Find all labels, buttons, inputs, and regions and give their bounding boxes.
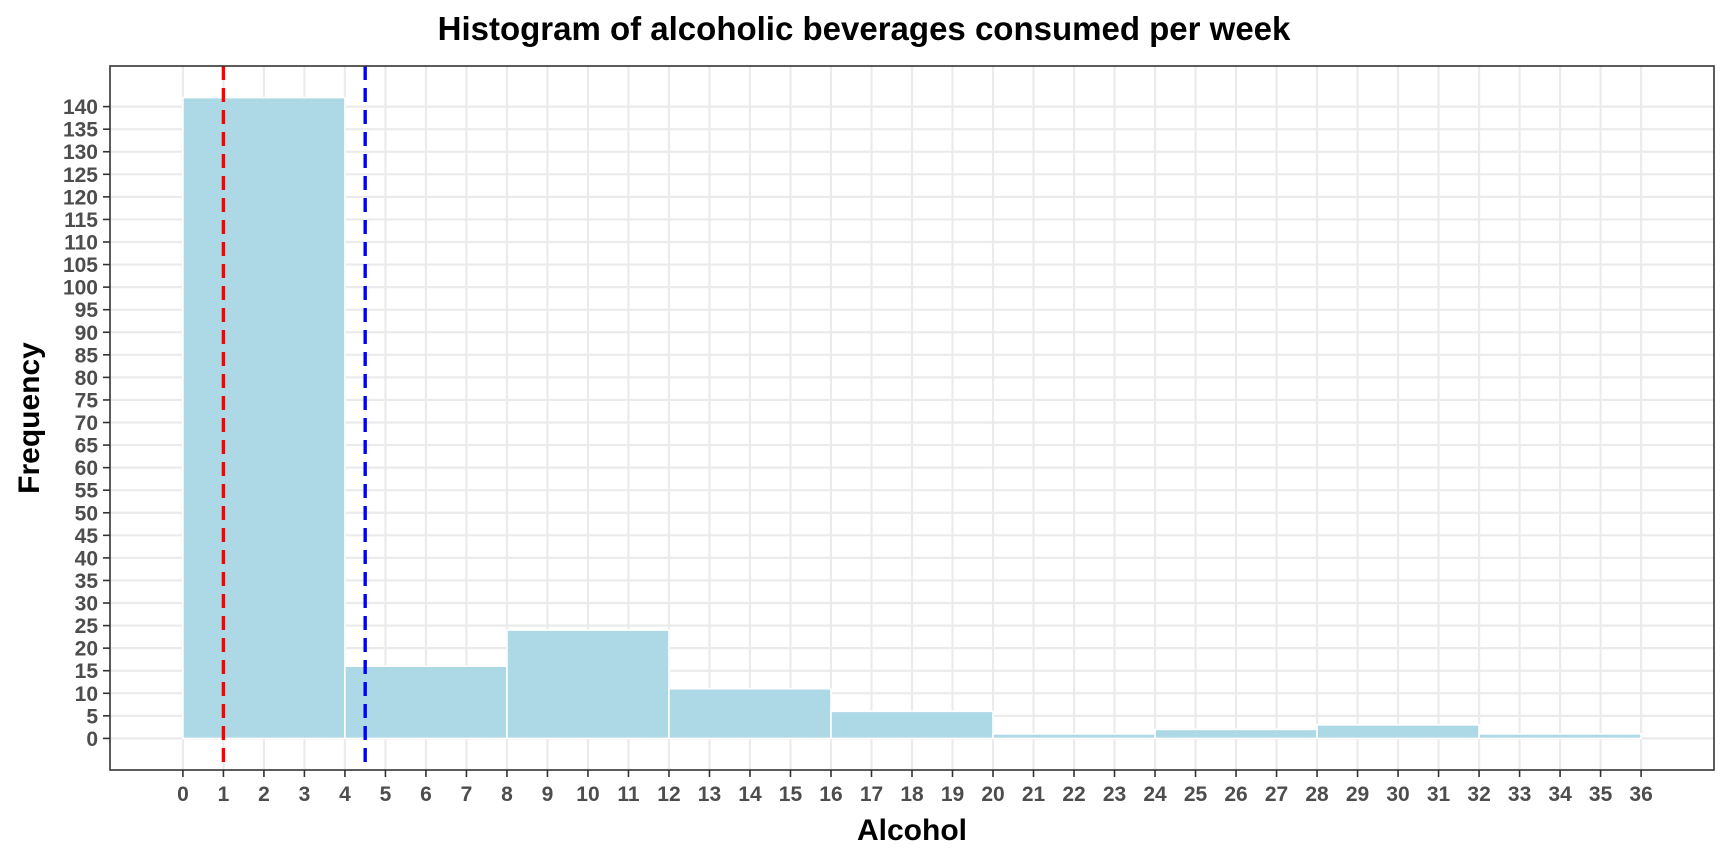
x-tick-label: 24: [1143, 783, 1167, 806]
x-tick-label: 10: [576, 783, 599, 806]
y-tick-label: 140: [63, 96, 98, 119]
y-tick-label: 75: [75, 389, 99, 412]
x-tick-label: 12: [657, 783, 680, 806]
y-tick-label: 50: [75, 502, 98, 525]
x-tick-label: 25: [1184, 783, 1208, 806]
x-tick-label: 11: [617, 783, 640, 806]
x-tick-label: 13: [698, 783, 721, 806]
x-tick-label: 22: [1062, 783, 1085, 806]
x-tick-label: 8: [501, 783, 513, 806]
x-tick-label: 4: [339, 783, 351, 806]
x-tick-label: 26: [1224, 783, 1247, 806]
histogram-bar: [344, 665, 508, 740]
histogram-bar: [668, 687, 832, 740]
y-tick-label: 45: [75, 525, 99, 548]
y-tick-label: 85: [75, 344, 99, 367]
x-tick-label: 0: [177, 783, 189, 806]
x-tick-label: 28: [1305, 783, 1329, 806]
x-tick-label: 32: [1467, 783, 1490, 806]
y-tick-label: 100: [63, 277, 98, 300]
y-tick-label: 125: [63, 164, 98, 187]
histogram-bar: [1478, 733, 1642, 740]
x-tick-label: 7: [461, 783, 473, 806]
histogram-bar: [1316, 724, 1480, 740]
reference-lines: [221, 66, 367, 770]
x-tick-label: 20: [981, 783, 1004, 806]
y-axis-label: Frequency: [13, 342, 46, 494]
histogram-bar: [992, 733, 1156, 740]
x-tick-label: 6: [420, 783, 432, 806]
x-tick-label: 31: [1427, 783, 1451, 806]
x-tick-label: 23: [1103, 783, 1126, 806]
x-tick-label: 33: [1508, 783, 1531, 806]
y-tick-label: 80: [75, 367, 98, 390]
histogram-bar: [830, 710, 994, 740]
grid-lines: [110, 66, 1714, 770]
y-tick-label: 0: [86, 728, 98, 751]
y-tick-label: 5: [86, 705, 98, 728]
y-tick-label: 120: [63, 186, 98, 209]
y-tick-label: 135: [63, 119, 98, 142]
x-tick-label: 34: [1548, 783, 1572, 806]
histogram-bar: [506, 629, 670, 740]
y-tick-label: 35: [75, 570, 99, 593]
x-tick-label: 27: [1265, 783, 1288, 806]
x-tick-label: 35: [1589, 783, 1613, 806]
y-tick-label: 30: [75, 593, 98, 616]
x-axis-label: Alcohol: [857, 814, 967, 847]
y-tick-label: 20: [75, 638, 98, 661]
y-tick-label: 55: [75, 480, 99, 503]
x-tick-label: 2: [258, 783, 270, 806]
x-tick-label: 30: [1386, 783, 1409, 806]
x-tick-label: 18: [900, 783, 924, 806]
y-tick-label: 90: [75, 322, 98, 345]
x-tick-label: 1: [218, 783, 230, 806]
y-tick-label: 115: [64, 209, 98, 232]
axis-ticks: 0 1 2 3 4 5 6 7 8 9 10 11 12 13 14 15 16 17 18 19 20 21 22 23 24…: [63, 96, 1653, 806]
y-tick-label: 15: [75, 660, 99, 683]
histogram-bar: [182, 96, 346, 740]
y-tick-label: 60: [75, 457, 98, 480]
y-tick-label: 40: [75, 547, 98, 570]
y-tick-label: 25: [75, 615, 99, 638]
x-tick-label: 17: [860, 783, 883, 806]
x-tick-label: 3: [299, 783, 311, 806]
histogram-bar: [1154, 728, 1318, 740]
x-tick-label: 9: [542, 783, 554, 806]
x-tick-label: 21: [1022, 783, 1046, 806]
y-tick-label: 10: [75, 683, 98, 706]
y-tick-label: 95: [75, 299, 99, 322]
x-tick-label: 15: [779, 783, 803, 806]
histogram-bars: [182, 96, 1642, 740]
x-tick-label: 36: [1629, 783, 1652, 806]
y-tick-label: 105: [63, 254, 98, 277]
y-tick-label: 65: [75, 435, 99, 458]
x-tick-label: 19: [941, 783, 964, 806]
x-tick-label: 14: [738, 783, 762, 806]
x-tick-label: 5: [380, 783, 392, 806]
chart-title: Histogram of alcoholic beverages consume…: [437, 10, 1291, 47]
x-tick-label: 29: [1346, 783, 1369, 806]
y-tick-label: 70: [75, 412, 98, 435]
y-tick-label: 130: [63, 141, 98, 164]
y-tick-label: 110: [64, 232, 98, 255]
x-tick-label: 16: [819, 783, 842, 806]
